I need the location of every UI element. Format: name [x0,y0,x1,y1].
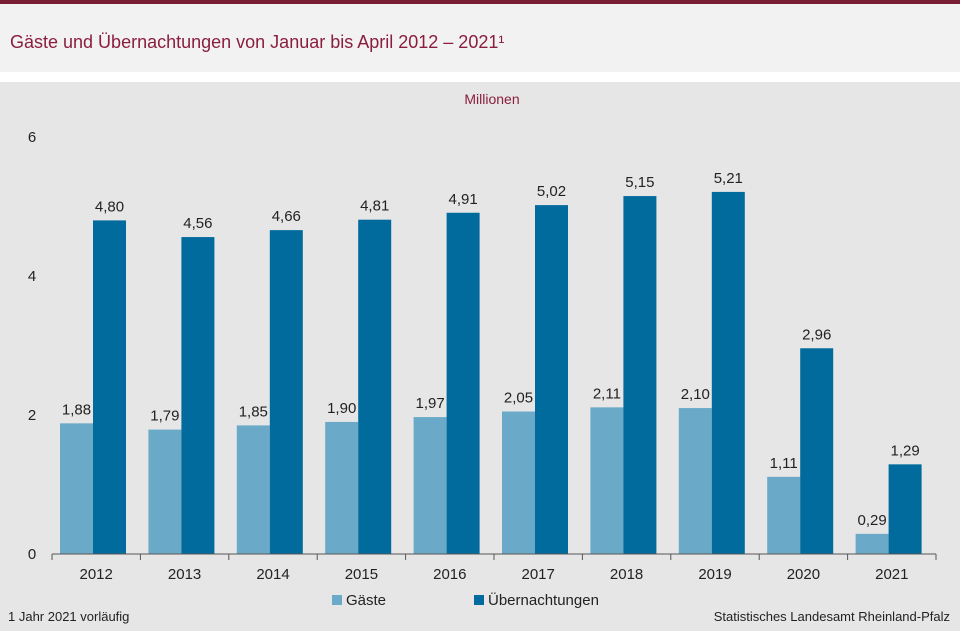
unit-label: Millionen [464,91,519,107]
data-label: 4,80 [95,198,124,215]
bar-uebernachtungen [888,464,922,554]
x-tick-label: 2016 [433,566,466,583]
source-note: Statistisches Landesamt Rheinland-Pfalz [713,609,950,624]
bar-gaeste [590,407,624,554]
y-tick-label: 6 [28,129,36,146]
data-label: 1,90 [327,400,356,417]
bar-uebernachtungen [800,348,834,554]
data-label: 1,11 [770,455,798,472]
data-label: 1,85 [239,403,268,420]
data-label: 2,05 [504,390,533,407]
chart-title: Gäste und Übernachtungen von Januar bis … [10,32,505,52]
x-tick-label: 2012 [80,566,113,583]
bar-gaeste [148,429,182,554]
bar-gaeste [678,408,712,554]
bar-gaeste [236,425,270,554]
x-tick-label: 2015 [345,566,378,583]
bar-gaeste [60,423,93,554]
data-label: 4,91 [448,191,477,208]
bar-gaeste [767,476,801,554]
bar-gaeste [855,533,889,554]
data-label: 0,29 [857,512,886,529]
data-label: 4,56 [183,215,212,232]
bar-gaeste [325,421,359,554]
legend-label-gaeste: Gäste [346,592,386,609]
data-label: 2,96 [802,326,831,343]
x-tick-label: 2020 [787,566,820,583]
data-label: 1,79 [150,408,179,425]
bar-uebernachtungen [711,191,745,554]
y-tick-label: 4 [28,268,36,285]
data-label: 5,02 [537,183,566,200]
divider [0,72,960,82]
data-label: 5,21 [714,170,743,187]
data-label: 4,81 [360,198,389,215]
bar-gaeste [413,417,447,554]
x-tick-label: 2014 [256,566,289,583]
bar-uebernachtungen [535,205,568,555]
bar-uebernachtungen [93,220,126,554]
title-bar: Gäste und Übernachtungen von Januar bis … [0,4,960,72]
bar-gaeste [502,411,535,554]
top-rule [0,0,960,4]
legend-label-uebernachtungen: Übernachtungen [488,591,599,609]
x-tick-label: 2017 [522,566,555,583]
bar-uebernachtungen [446,212,480,554]
x-tick-label: 2019 [698,566,731,583]
y-tick-label: 0 [28,546,36,563]
bar-uebernachtungen [181,237,215,554]
data-label: 1,88 [62,401,91,418]
bar-uebernachtungen [269,230,303,554]
legend-swatch-gaeste [332,595,342,605]
data-label: 1,29 [890,442,919,459]
footnote: 1 Jahr 2021 vorläufig [8,609,130,624]
x-tick-label: 2021 [875,566,908,583]
x-tick-label: 2018 [610,566,643,583]
data-label: 2,11 [593,385,621,402]
data-label: 4,66 [272,208,301,225]
data-label: 2,10 [681,386,710,403]
data-label: 5,15 [625,174,654,191]
data-label: 1,97 [415,395,444,412]
legend-swatch-uebernachtungen [474,595,484,605]
bar-uebernachtungen [358,219,392,554]
x-tick-label: 2013 [168,566,201,583]
bar-uebernachtungen [623,196,657,554]
y-tick-label: 2 [28,407,36,424]
